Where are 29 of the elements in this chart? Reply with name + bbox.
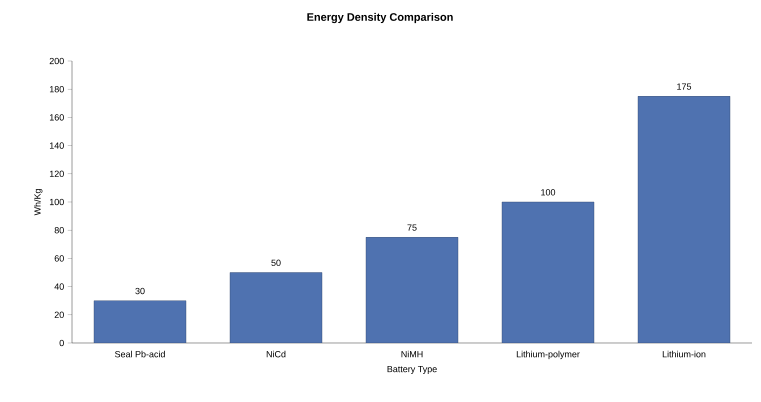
- x-tick-label: Lithium-ion: [662, 350, 706, 358]
- x-tick-label: NiCd: [266, 350, 286, 358]
- bar: [638, 96, 730, 343]
- x-tick-label: Seal Pb-acid: [114, 350, 165, 358]
- bar: [94, 300, 186, 343]
- chart-title: Energy Density Comparison: [307, 12, 453, 24]
- y-tick-label: 120: [50, 170, 64, 177]
- data-label: 50: [271, 260, 281, 266]
- data-label: 175: [677, 83, 692, 90]
- data-label: 30: [135, 288, 145, 294]
- y-axis-title: Wh/Kg: [34, 189, 42, 216]
- data-label: 100: [541, 189, 556, 196]
- y-tick-label: 160: [50, 114, 64, 121]
- y-tick-label: 40: [54, 283, 64, 290]
- x-tick-label: NiMH: [402, 350, 422, 358]
- y-tick-label: 200: [50, 58, 64, 64]
- x-axis-title: Battery Type: [388, 366, 437, 374]
- y-tick-label: 60: [54, 255, 64, 262]
- data-label: 75: [407, 224, 417, 231]
- bar: [502, 202, 594, 343]
- y-tick-label: 140: [50, 142, 64, 149]
- y-tick-label: 80: [54, 227, 64, 234]
- x-tick-label: Lithium-polymer: [516, 350, 580, 360]
- bar: [230, 272, 322, 343]
- y-tick-label: 20: [54, 312, 64, 318]
- y-tick-label: 0: [60, 340, 64, 346]
- bar: [366, 237, 458, 343]
- y-tick-label: 180: [50, 86, 64, 92]
- y-tick-label: 100: [50, 198, 64, 206]
